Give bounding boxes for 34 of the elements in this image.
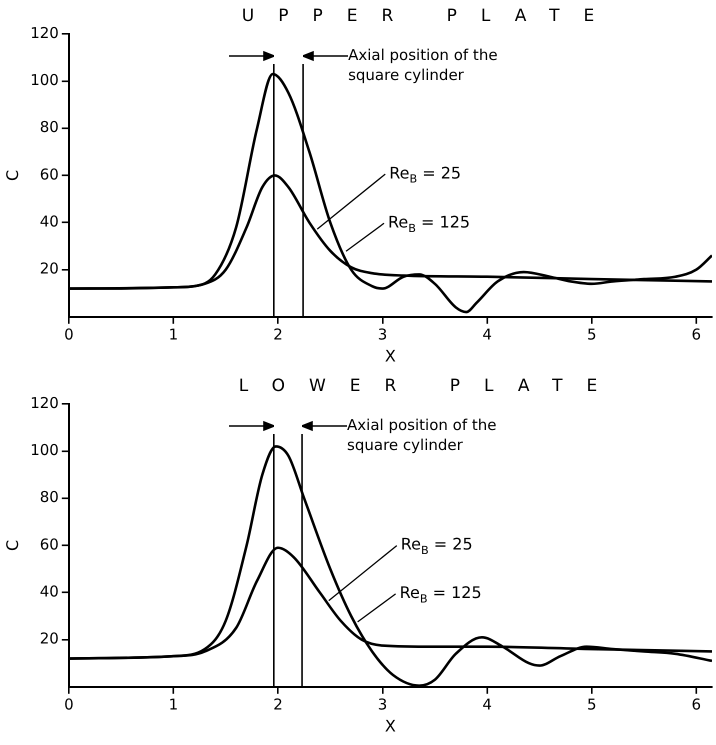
x-tick-label: 3 xyxy=(378,326,388,344)
y-tick-label: 40 xyxy=(40,212,59,230)
x-tick-label: 3 xyxy=(378,696,388,714)
x-tick-label: 5 xyxy=(586,696,597,714)
y-tick-label: 80 xyxy=(40,488,59,506)
y-tick-label: 120 xyxy=(30,394,59,412)
y-tick-label: 100 xyxy=(30,441,59,460)
x-tick-label: 2 xyxy=(273,696,283,714)
y-tick-label: 60 xyxy=(40,535,59,554)
x-tick-label: 0 xyxy=(64,696,74,714)
x-tick-label: 1 xyxy=(168,326,178,344)
x-tick-label: 2 xyxy=(273,326,283,344)
x-axis-title: X xyxy=(384,716,396,736)
x-tick-label: 0 xyxy=(64,326,74,344)
y-tick-label: 40 xyxy=(40,582,59,600)
annotation: Axial position of the square cylinder xyxy=(347,416,497,454)
y-tick-label: 20 xyxy=(40,260,59,278)
y-tick-label: 80 xyxy=(40,118,59,136)
y-tick-label: 20 xyxy=(40,630,59,648)
x-axis-title: X xyxy=(384,346,396,366)
x-tick-label: 4 xyxy=(482,326,492,344)
x-tick-label: 1 xyxy=(168,696,178,714)
x-tick-label: 5 xyxy=(586,326,597,344)
chart-title: LOWER PLATE xyxy=(238,376,622,396)
annotation: Axial position of the square cylinder xyxy=(348,46,498,84)
x-tick-label: 6 xyxy=(692,696,702,714)
y-axis-title: C xyxy=(2,170,22,181)
y-tick-label: 120 xyxy=(30,24,59,42)
y-axis-title: C xyxy=(2,540,22,551)
y-tick-label: 100 xyxy=(30,71,59,90)
x-tick-label: 4 xyxy=(482,696,492,714)
chart-title: UPPER PLATE xyxy=(240,6,620,26)
y-tick-label: 60 xyxy=(40,165,59,184)
x-tick-label: 6 xyxy=(692,326,702,344)
